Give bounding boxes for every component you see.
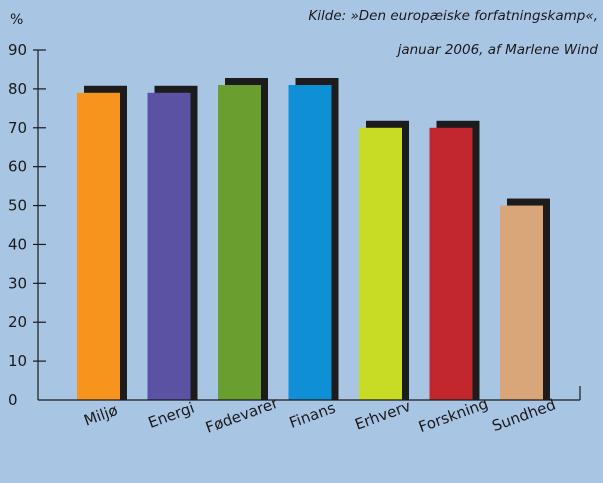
bar-miljø [77,93,120,400]
x-tick-label: Erhverv [352,397,413,434]
x-tick-label: Forskning [416,394,490,436]
y-tick-label: 10 [8,352,27,370]
y-tick-label: 80 [8,80,27,98]
y-tick-label: 0 [8,391,18,409]
source-note-line-1: Kilde: »Den europæiske forfatningskamp«, [308,8,598,24]
x-tick-label: Miljø [81,401,120,430]
y-axis: 0 10 20 30 40 50 60 70 80 90 [8,41,46,409]
x-tick-label: Finans [287,399,338,432]
bar-fødevarer [218,85,261,400]
y-tick-label: 50 [8,197,27,215]
x-tick-label: Sundhed [490,396,558,436]
source-note-line-2: januar 2006, af Marlene Wind [396,42,599,58]
bar-erhverv [359,128,402,400]
y-tick-label: 30 [8,274,27,292]
y-tick-label: 90 [8,41,27,59]
bar-energi [148,93,191,400]
y-tick-label: 20 [8,313,27,331]
bar-finans [289,85,332,400]
y-unit-label: % [10,12,23,28]
bar-forskning [430,128,473,400]
y-tick-label: 40 [8,235,27,253]
y-tick-label: 60 [8,158,27,176]
bars [77,78,550,400]
x-tick-label: Energi [146,399,197,432]
y-tick-label: 70 [8,119,27,137]
bar-sundhed [500,206,543,400]
